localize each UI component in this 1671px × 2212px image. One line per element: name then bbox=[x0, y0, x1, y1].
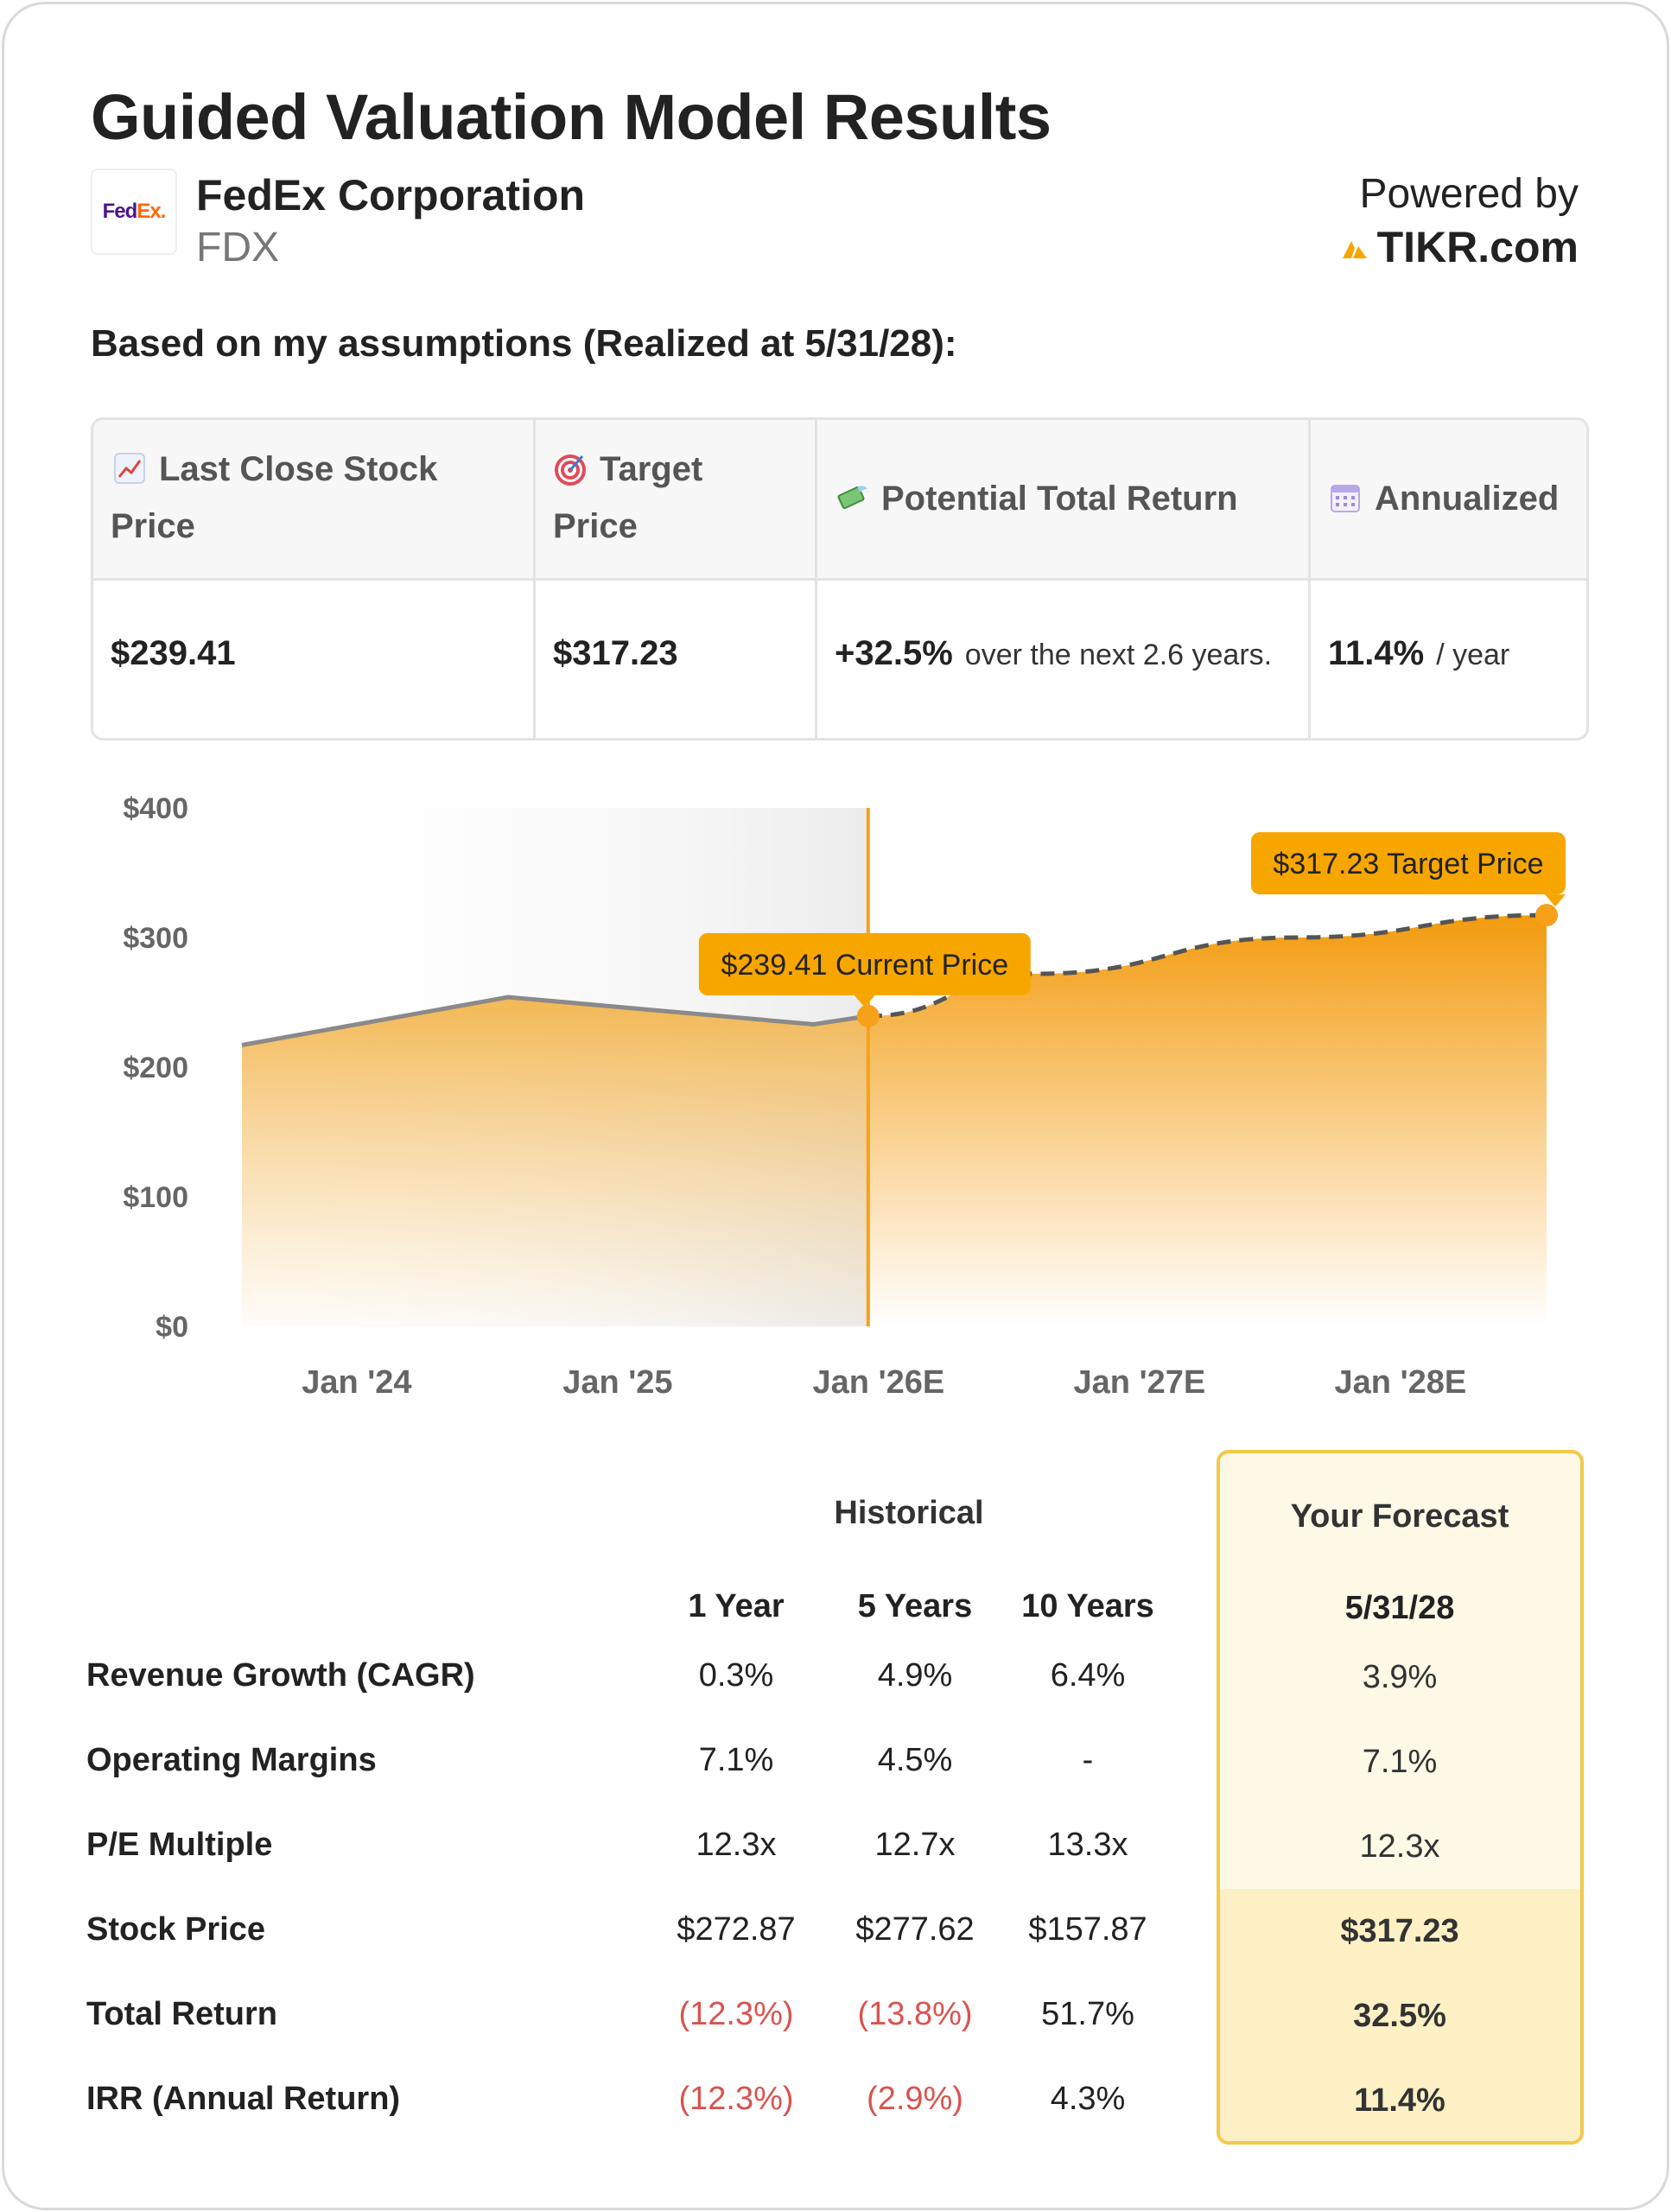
target-price-callout-bubble bbox=[1251, 832, 1566, 895]
y-tick-label: $300 bbox=[123, 922, 188, 955]
header-potential: Potential Total Return bbox=[835, 470, 1238, 527]
company-ticker: FDX bbox=[196, 225, 279, 270]
y-tick-label: $400 bbox=[123, 792, 188, 825]
current-price-callout-pointer bbox=[854, 995, 875, 1007]
value-target: $317.23 bbox=[553, 634, 678, 672]
value-last-close: $239.41 bbox=[111, 634, 236, 672]
x-tick-label: Jan '27E bbox=[1074, 1364, 1206, 1401]
logo-dot: . bbox=[160, 200, 167, 223]
price-chart-svg: $400 $300 $200 $100 $0 Jan '24 Jan '25 Jan '26E… bbox=[123, 792, 1566, 1401]
company-name: FedEx Corporation bbox=[196, 171, 586, 219]
header-target: Target bbox=[553, 441, 702, 498]
header-last-close-line2: Price bbox=[111, 507, 195, 545]
x-tick-label: Jan '25 bbox=[562, 1364, 672, 1401]
summary-table: Last Close Stock Price $239.41 Target Pr… bbox=[91, 417, 1589, 741]
y-tick-label: $0 bbox=[156, 1311, 188, 1344]
y-tick-label: $200 bbox=[123, 1052, 188, 1084]
y-tick-label: $100 bbox=[123, 1181, 188, 1214]
current-price-callout-bubble bbox=[698, 932, 1031, 995]
logo-text-fed: Fed bbox=[102, 200, 138, 223]
tikr-logo-icon bbox=[1342, 241, 1367, 258]
current-price-marker bbox=[856, 1004, 880, 1027]
target-price-callout-label: $317.23 Target Price bbox=[1273, 848, 1543, 880]
x-tick-label: Jan '28E bbox=[1335, 1364, 1467, 1401]
header-annualized: Annualized bbox=[1328, 470, 1559, 527]
assumptions-heading: Based on my assumptions (Realized at 5/3… bbox=[91, 322, 957, 365]
historical-area bbox=[242, 997, 868, 1326]
target-price-marker bbox=[1535, 904, 1558, 927]
logo-text-ex: Ex bbox=[137, 200, 161, 223]
target-icon bbox=[555, 454, 586, 486]
summary-col-target: Target Price $317.23 bbox=[536, 420, 817, 738]
money-with-wings-icon bbox=[837, 486, 867, 510]
page-title: Guided Valuation Model Results bbox=[91, 81, 1052, 153]
summary-col-last-close: Last Close Stock Price $239.41 bbox=[93, 420, 536, 738]
x-tick-label: Jan '24 bbox=[302, 1364, 411, 1401]
tikr-brand-link[interactable]: TIKR.com bbox=[1341, 222, 1579, 272]
header-target-line2: Price bbox=[553, 507, 638, 545]
header-last-close: Last Close Stock bbox=[112, 441, 437, 498]
chart-increasing-icon bbox=[114, 453, 145, 484]
value-potential: +32.5% over the next 2.6 years. bbox=[835, 634, 1273, 672]
current-price-callout-label: $239.41 Current Price bbox=[721, 949, 1008, 982]
forecast-area bbox=[867, 915, 1547, 1326]
value-annualized: 11.4% / year bbox=[1328, 634, 1510, 672]
company-logo: FedEx. bbox=[91, 168, 177, 255]
summary-col-potential: Potential Total Return +32.5% over the ne… bbox=[817, 420, 1311, 738]
powered-by-label: Powered by bbox=[1359, 171, 1579, 217]
summary-col-annualized: Annualized 11.4% / year bbox=[1311, 420, 1586, 738]
price-chart: $400 $300 $200 $100 $0 Jan '24 Jan '25 Jan '26E… bbox=[86, 778, 1585, 1417]
tikr-brand-text: TIKR.com bbox=[1376, 223, 1579, 271]
historical-line bbox=[241, 995, 869, 1047]
target-price-callout-pointer bbox=[1545, 894, 1566, 907]
calendar-icon bbox=[1331, 485, 1360, 512]
x-tick-label: Jan '26E bbox=[813, 1364, 945, 1401]
